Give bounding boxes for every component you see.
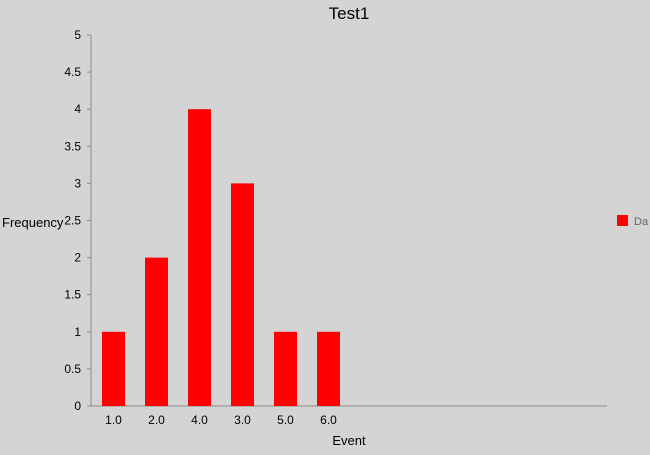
bar-series <box>102 109 340 406</box>
y-tick-label: 0.5 <box>64 362 81 376</box>
x-axis-label: Event <box>332 433 366 448</box>
bar <box>145 257 168 406</box>
x-tick-label: 6.0 <box>320 413 337 427</box>
y-axis-ticks: 0 0.5 1 1.5 2 2.5 3 3.5 4 4.5 5 <box>64 28 91 413</box>
legend: Da <box>617 215 649 228</box>
y-tick-label: 4.5 <box>64 65 81 79</box>
x-tick-label: 5.0 <box>277 413 294 427</box>
chart-title: Test1 <box>329 4 370 23</box>
legend-label: Da <box>634 216 649 228</box>
x-tick-label: 3.0 <box>234 413 251 427</box>
y-tick-label: 5 <box>74 28 81 42</box>
x-tick-label: 1.0 <box>105 413 122 427</box>
y-tick-label: 1.5 <box>64 288 81 302</box>
x-tick-label: 4.0 <box>191 413 208 427</box>
x-axis-ticks: 1.0 2.0 4.0 3.0 5.0 6.0 <box>105 413 337 427</box>
bar <box>188 109 211 406</box>
bar <box>102 331 125 406</box>
bar <box>317 331 340 406</box>
y-axis-label: Frequency <box>2 215 64 230</box>
x-tick-label: 2.0 <box>148 413 165 427</box>
y-tick-label: 1 <box>74 325 81 339</box>
y-tick-label: 2.5 <box>64 214 81 228</box>
y-tick-label: 0 <box>74 399 81 413</box>
y-tick-label: 4 <box>74 102 81 116</box>
bar <box>231 183 254 406</box>
y-tick-label: 3.5 <box>64 139 81 153</box>
legend-swatch <box>617 215 628 226</box>
bar <box>274 331 297 406</box>
y-tick-label: 3 <box>74 176 81 190</box>
y-tick-label: 2 <box>74 251 81 265</box>
